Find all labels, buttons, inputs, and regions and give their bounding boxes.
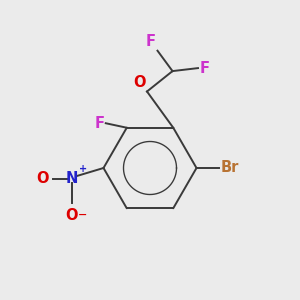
Text: O: O bbox=[66, 208, 78, 224]
Text: −: − bbox=[78, 210, 87, 220]
Text: N: N bbox=[66, 171, 78, 186]
Text: +: + bbox=[79, 164, 87, 174]
Text: O: O bbox=[133, 75, 146, 90]
Text: F: F bbox=[146, 34, 156, 49]
Text: Br: Br bbox=[220, 160, 239, 175]
Text: F: F bbox=[200, 61, 209, 76]
Text: O: O bbox=[36, 171, 48, 186]
Text: F: F bbox=[94, 116, 104, 131]
